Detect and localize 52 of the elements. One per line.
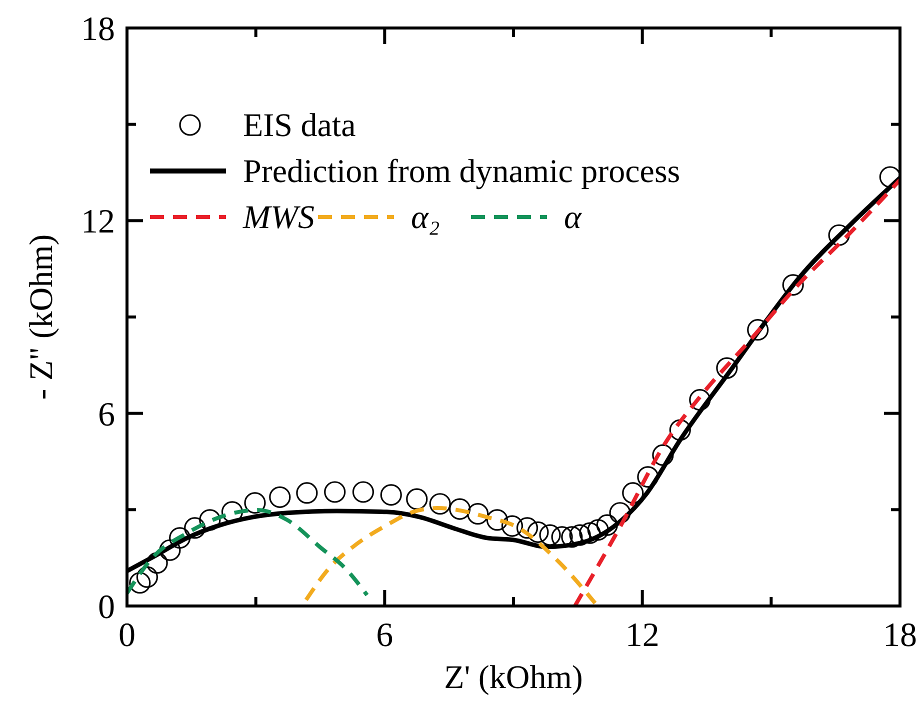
point bbox=[569, 524, 591, 546]
point bbox=[561, 526, 583, 548]
y-tick-label: 12 bbox=[81, 204, 115, 241]
point bbox=[587, 519, 609, 541]
legend-label: EIS data bbox=[243, 108, 356, 144]
point bbox=[501, 515, 524, 537]
x-tick-label: 6 bbox=[376, 617, 394, 654]
point bbox=[146, 552, 168, 574]
point bbox=[652, 444, 674, 466]
y-tick-label: 6 bbox=[98, 396, 115, 434]
point bbox=[637, 466, 659, 488]
point bbox=[136, 566, 158, 588]
legend-label: Prediction from dynamic process bbox=[243, 154, 680, 190]
legend-label: MWS bbox=[242, 200, 314, 236]
point bbox=[622, 482, 644, 504]
point bbox=[406, 488, 428, 510]
point bbox=[596, 514, 618, 536]
y-axis-title: - Z" (kOhm) bbox=[24, 234, 60, 400]
point bbox=[296, 482, 318, 504]
x-tick-label: 18 bbox=[883, 617, 917, 654]
point bbox=[467, 503, 489, 525]
point bbox=[221, 501, 244, 523]
x-tick-label: 12 bbox=[625, 617, 660, 654]
point bbox=[199, 509, 221, 531]
point bbox=[527, 521, 549, 543]
point bbox=[609, 502, 631, 524]
point bbox=[159, 539, 181, 561]
legend-label: α bbox=[564, 200, 582, 236]
point bbox=[244, 492, 266, 514]
point bbox=[324, 481, 346, 503]
point bbox=[380, 484, 402, 506]
point bbox=[828, 224, 850, 246]
y-tick-label: 18 bbox=[81, 11, 115, 48]
point bbox=[169, 527, 191, 549]
point bbox=[782, 274, 804, 296]
x-axis-title: Z' (kOhm) bbox=[444, 660, 583, 696]
point bbox=[269, 486, 291, 508]
point bbox=[129, 572, 151, 594]
point bbox=[669, 419, 691, 441]
point bbox=[352, 481, 374, 503]
point bbox=[716, 357, 738, 379]
point bbox=[516, 517, 538, 539]
y-tick-label: 0 bbox=[98, 589, 115, 626]
point bbox=[539, 524, 561, 546]
point bbox=[579, 522, 601, 544]
point bbox=[486, 509, 508, 531]
point bbox=[429, 493, 451, 515]
point bbox=[184, 517, 206, 539]
legend-label: α₂ bbox=[411, 200, 440, 236]
point bbox=[449, 498, 471, 520]
point bbox=[747, 319, 769, 341]
point bbox=[689, 389, 711, 411]
